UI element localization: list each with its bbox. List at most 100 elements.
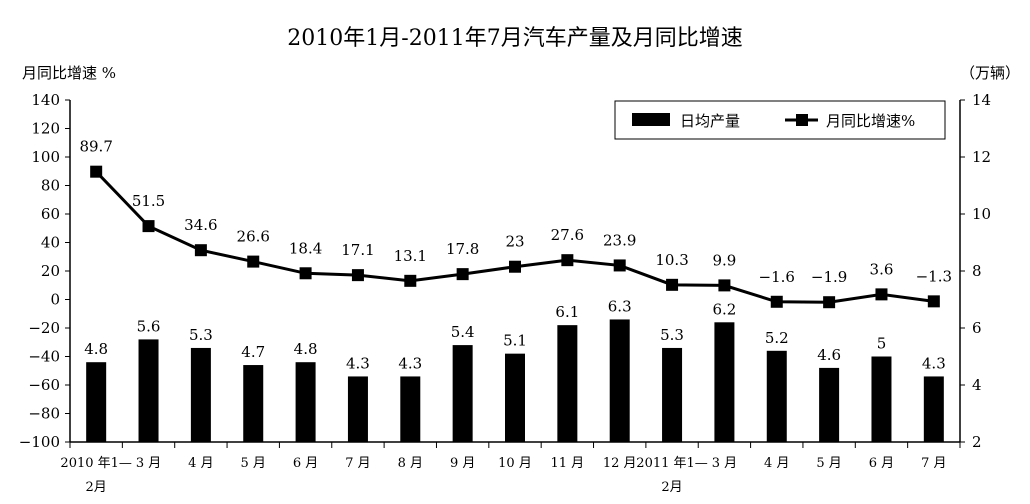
y-left-tick-label: 20 <box>41 262 60 280</box>
bar-data-label: 5.1 <box>503 332 527 350</box>
x-tick-label: 5 月 <box>241 456 266 471</box>
bar-data-label: 5.4 <box>451 323 475 341</box>
x-tick-label: 9 月 <box>450 456 475 471</box>
legend-line-label: 月同比增速% <box>826 112 915 130</box>
y-right-tick-label: 14 <box>972 91 991 109</box>
bar-data-label: 4.7 <box>241 343 265 361</box>
x-tick-label: 4 月 <box>188 456 213 471</box>
x-tick-label: 3 月 <box>136 456 161 471</box>
legend-line-marker <box>796 114 808 126</box>
growth-data-label: 17.8 <box>446 240 479 258</box>
growth-point <box>666 278 679 291</box>
bar-data-label: 6.3 <box>608 297 632 315</box>
y-left-tick-label: 100 <box>31 148 60 166</box>
bar <box>243 365 264 442</box>
growth-data-label: −1.9 <box>811 268 847 286</box>
bar <box>923 376 944 442</box>
y-right-tick-label: 2 <box>972 433 982 451</box>
bar <box>400 376 421 442</box>
y-right-tick-label: 10 <box>972 205 991 223</box>
bar-data-label: 4.6 <box>817 346 841 364</box>
growth-point <box>875 288 888 301</box>
bar <box>347 376 368 442</box>
bar <box>86 362 107 442</box>
growth-data-label: 13.1 <box>394 247 427 265</box>
legend-bar-label: 日均产量 <box>680 112 740 130</box>
y-left-tick-label: −80 <box>28 405 60 423</box>
growth-data-label: 17.1 <box>341 241 374 259</box>
bar-data-label: 4.8 <box>84 340 108 358</box>
y-left-tick-label: 40 <box>41 234 60 252</box>
x-tick-label: 4 月 <box>764 456 789 471</box>
growth-data-label: 10.3 <box>655 251 688 269</box>
growth-point <box>561 254 574 267</box>
chart-title: 2010年1月-2011年7月汽车产量及月同比增速 <box>287 26 743 51</box>
bar <box>452 345 473 442</box>
bar-data-label: 5 <box>877 335 887 353</box>
growth-data-label: −1.3 <box>916 267 952 285</box>
growth-point <box>247 255 260 268</box>
x-tick-label: 2011 年1— <box>636 456 708 471</box>
y-right-tick-label: 4 <box>972 376 982 394</box>
growth-point <box>351 269 364 282</box>
growth-point <box>194 244 207 257</box>
growth-data-label: 23 <box>505 233 524 251</box>
y-right-tick-label: 6 <box>972 319 982 337</box>
bar-data-label: 4.3 <box>922 354 946 372</box>
bar-data-label: 5.3 <box>660 326 684 344</box>
x-tick-label: 5 月 <box>816 456 841 471</box>
y-left-tick-label: 140 <box>31 91 60 109</box>
bar <box>766 350 787 442</box>
bar-data-label: 4.3 <box>398 354 422 372</box>
y-left-axis-title: 月同比增速 % <box>22 64 116 82</box>
growth-point <box>456 268 469 281</box>
bar <box>662 347 683 442</box>
growth-data-label: 23.9 <box>603 231 636 249</box>
growth-data-label: 9.9 <box>712 251 736 269</box>
growth-data-label: 34.6 <box>184 216 217 234</box>
bar-data-label: 6.1 <box>555 303 579 321</box>
y-left-tick-label: −20 <box>28 319 60 337</box>
growth-point <box>299 267 312 280</box>
legend-bar-swatch <box>632 113 670 126</box>
x-tick-label: 2010 年1— <box>60 456 132 471</box>
growth-point <box>142 220 155 233</box>
x-tick-label: 7 月 <box>345 456 370 471</box>
growth-point <box>927 295 940 308</box>
growth-data-label: 26.6 <box>237 228 270 246</box>
growth-point <box>823 296 836 309</box>
bar-data-label: 4.3 <box>346 354 370 372</box>
bar-data-label: 5.2 <box>765 329 789 347</box>
growth-data-label: −1.6 <box>759 268 795 286</box>
growth-data-label: 51.5 <box>132 192 165 210</box>
y-left-tick-label: −60 <box>28 376 60 394</box>
y-left-tick-label: 60 <box>41 205 60 223</box>
x-tick-label: 10 月 <box>498 456 532 471</box>
bar <box>609 319 630 442</box>
bar <box>714 322 735 442</box>
x-tick-label: 3 月 <box>712 456 737 471</box>
x-tick-label: 8 月 <box>398 456 423 471</box>
bar <box>295 362 316 442</box>
y-right-tick-label: 12 <box>972 148 991 166</box>
growth-point <box>770 295 783 308</box>
x-tick-label: 12 月 <box>603 456 637 471</box>
bar-data-label: 6.2 <box>712 300 736 318</box>
x-tick-label: 6 月 <box>869 456 894 471</box>
y-left-tick-label: 120 <box>31 120 60 138</box>
growth-point <box>404 274 417 287</box>
growth-data-label: 27.6 <box>551 226 584 244</box>
x-tick-label: 7 月 <box>921 456 946 471</box>
growth-point <box>718 279 731 292</box>
y-right-axis-title: （万辆） <box>960 64 1020 82</box>
bar <box>138 339 159 442</box>
x-tick-label: 2月 <box>661 480 682 495</box>
growth-data-label: 3.6 <box>870 260 894 278</box>
bar <box>871 356 892 442</box>
growth-point <box>509 260 521 273</box>
bar-data-label: 4.8 <box>294 340 318 358</box>
bar-data-label: 5.6 <box>137 317 161 335</box>
y-left-tick-label: −40 <box>28 348 60 366</box>
y-left-tick-label: 80 <box>41 177 60 195</box>
